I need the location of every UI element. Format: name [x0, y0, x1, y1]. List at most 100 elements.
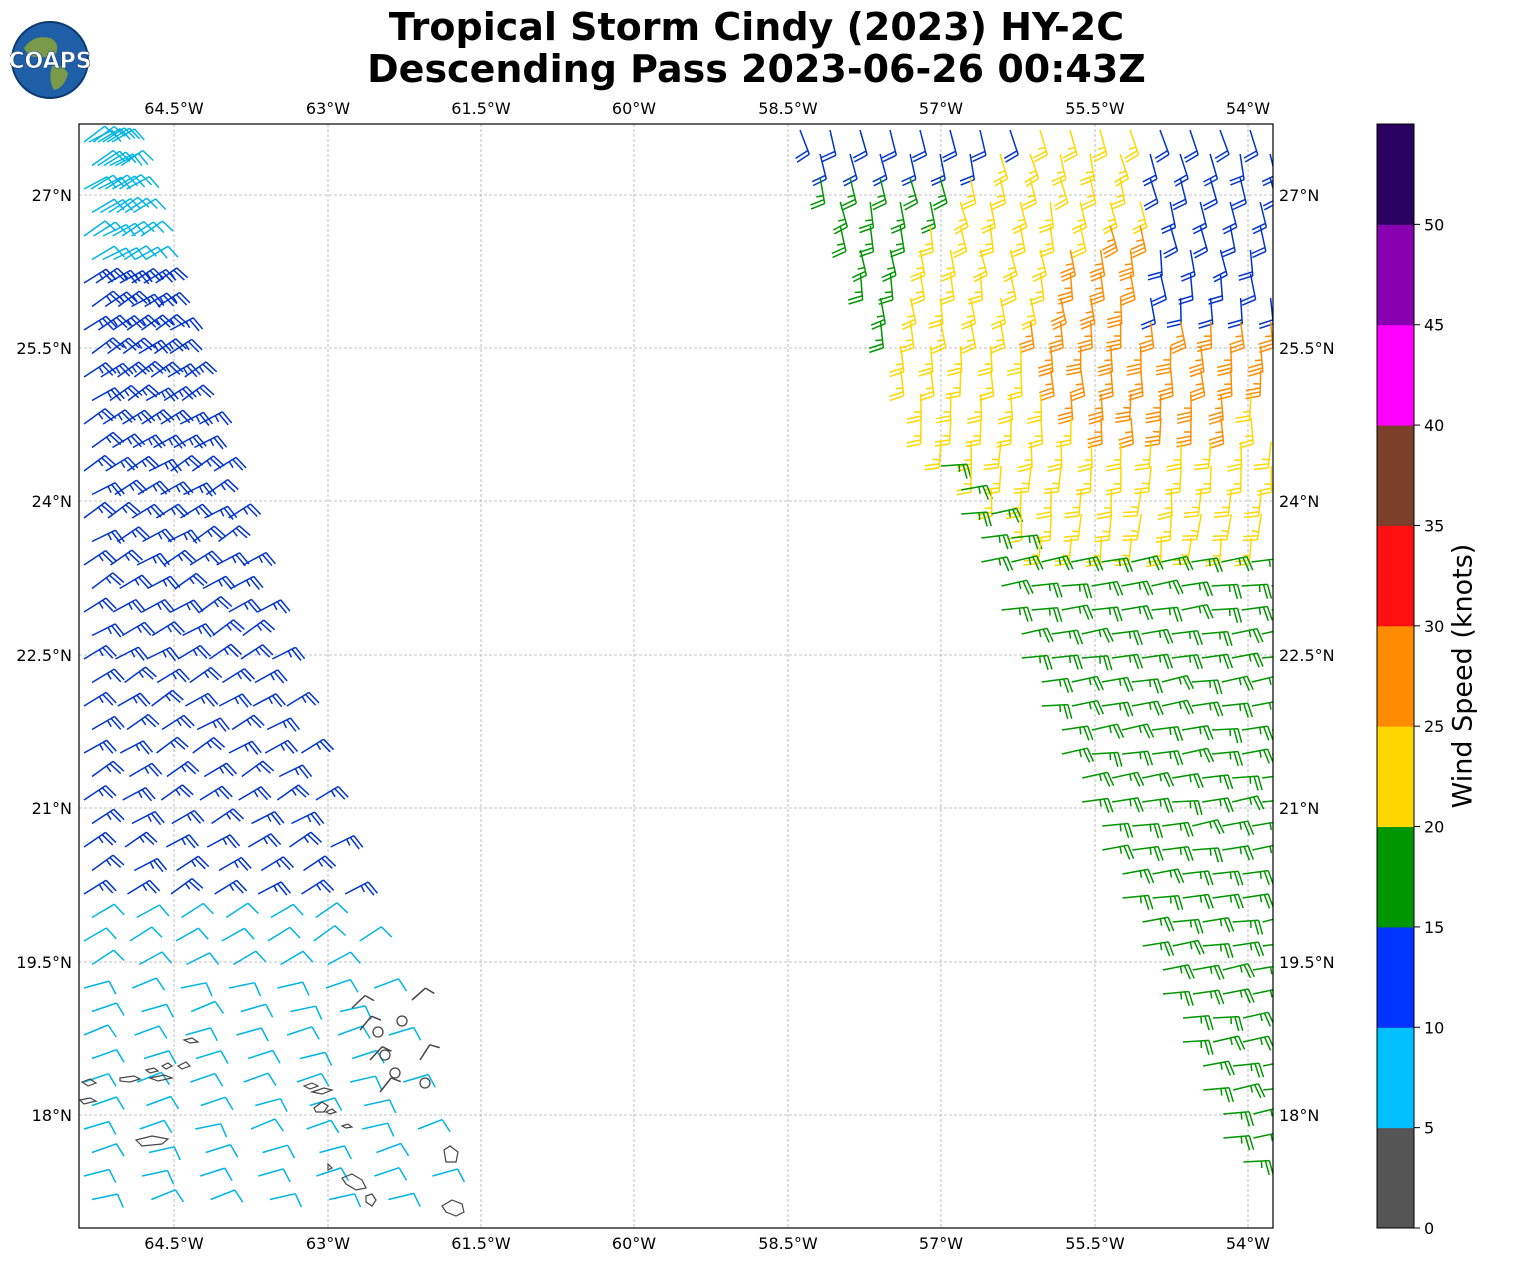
- wind-barb: [91, 854, 125, 872]
- wind-barb: [1202, 177, 1218, 211]
- wind-barb: [1053, 177, 1069, 211]
- wind-barb: [185, 692, 219, 707]
- wind-barb: [1263, 1088, 1273, 1091]
- wind-barb: [939, 273, 955, 306]
- wind-barb: [1130, 225, 1147, 259]
- wind-barb: [105, 456, 139, 472]
- wind-barb: [1251, 201, 1268, 235]
- colorbar-tick-label: 35: [1424, 516, 1444, 535]
- wind-barb: [1212, 750, 1244, 767]
- wind-barb: [132, 434, 166, 449]
- wind-barb: [935, 393, 952, 424]
- wind-barb: [1001, 273, 1017, 307]
- wind-barb: [1232, 941, 1265, 957]
- wind-barb: [1144, 417, 1162, 447]
- wind-barb: [1166, 441, 1182, 472]
- wind-barb: [251, 811, 285, 826]
- lon-tick-label: 64.5°W: [144, 99, 204, 118]
- wind-barb: [160, 481, 194, 496]
- wind-barb: [242, 551, 276, 567]
- lon-tick-label: 54°W: [1226, 99, 1270, 118]
- wind-barb: [329, 1193, 362, 1208]
- wind-barb: [965, 417, 982, 448]
- wind-barb: [1122, 489, 1142, 518]
- wind-barb: [1106, 465, 1122, 496]
- wind-barb: [1101, 557, 1134, 573]
- wind-barb: [111, 128, 145, 143]
- wind-barb: [1079, 297, 1096, 330]
- colorbar-segment: [1377, 926, 1414, 1028]
- wind-barb: [852, 129, 868, 163]
- wind-barb: [1252, 965, 1273, 975]
- wind-barb: [1061, 725, 1094, 741]
- wind-barb: [176, 855, 210, 872]
- lat-tick-label: 27°N: [32, 186, 72, 205]
- colorbar-label: Wind Speed (knots): [1447, 543, 1479, 809]
- wind-barb: [851, 249, 868, 283]
- wind-barb: [1201, 653, 1234, 669]
- wind-barb: [255, 1097, 288, 1113]
- wind-barb: [940, 249, 956, 282]
- wind-barb: [1192, 819, 1225, 835]
- wind-barb: [374, 1166, 408, 1181]
- wind-barb: [213, 456, 247, 472]
- wind-barb: [359, 926, 393, 942]
- wind-barb: [1232, 919, 1264, 935]
- wind-barb: [1003, 129, 1019, 163]
- wind-barb: [205, 478, 239, 496]
- wind-barb: [83, 408, 117, 425]
- wind-barb: [1114, 153, 1130, 187]
- wind-barb: [351, 994, 375, 1009]
- wind-barb: [1151, 579, 1184, 595]
- wind-barb: [1184, 129, 1199, 163]
- wind-barb: [961, 511, 992, 527]
- wind-barb: [1155, 345, 1172, 376]
- wind-barb: [83, 1168, 117, 1183]
- colorbar-tick-label: 0: [1424, 1219, 1434, 1238]
- wind-barb: [1241, 273, 1257, 306]
- wind-barb: [1217, 345, 1233, 377]
- wind-barb: [91, 1002, 125, 1016]
- wind-barb: [315, 785, 349, 801]
- wind-barb: [1151, 606, 1183, 622]
- wind-barb: [1101, 676, 1134, 693]
- wind-barb: [978, 225, 995, 258]
- wind-barb: [200, 1096, 234, 1111]
- wind-barb: [1213, 489, 1232, 518]
- wind-barb: [1041, 555, 1074, 571]
- island: [365, 1193, 377, 1207]
- lon-tick-label: 60°W: [612, 1234, 656, 1253]
- wind-barb: [1066, 345, 1082, 376]
- wind-barb: [1194, 441, 1212, 471]
- wind-barb: [1102, 822, 1134, 839]
- wind-barb: [1163, 225, 1179, 259]
- wind-barb: [199, 411, 233, 426]
- wind-barb: [116, 526, 150, 543]
- wind-barb: [1211, 583, 1243, 599]
- wind-barb: [116, 196, 150, 214]
- wind-barb: [1002, 249, 1018, 283]
- wind-barb: [1161, 674, 1195, 691]
- wind-barb: [1253, 1108, 1273, 1117]
- wind-barb: [1217, 369, 1233, 401]
- wind-barb: [153, 338, 187, 355]
- lat-tick-label: 22.5°N: [16, 646, 72, 665]
- wind-barb: [83, 879, 117, 895]
- wind-barb: [1252, 989, 1273, 998]
- wind-barb: [199, 1167, 233, 1182]
- wind-barb: [179, 411, 214, 426]
- wind-barb: [1038, 201, 1055, 234]
- wind-barb: [1245, 369, 1262, 400]
- wind-barb: [959, 153, 976, 186]
- wind-barb: [1121, 723, 1155, 739]
- island: [324, 1108, 338, 1115]
- wind-barb: [1212, 1035, 1246, 1051]
- colorbar-segment: [1377, 324, 1414, 426]
- wind-barb: [1126, 345, 1142, 376]
- wind-barb: [1077, 321, 1093, 353]
- wind-barb: [250, 1118, 284, 1132]
- wind-barb: [1047, 441, 1063, 473]
- wind-barb: [325, 978, 359, 993]
- wind-barb: [148, 1146, 181, 1161]
- wind-barb: [91, 760, 125, 778]
